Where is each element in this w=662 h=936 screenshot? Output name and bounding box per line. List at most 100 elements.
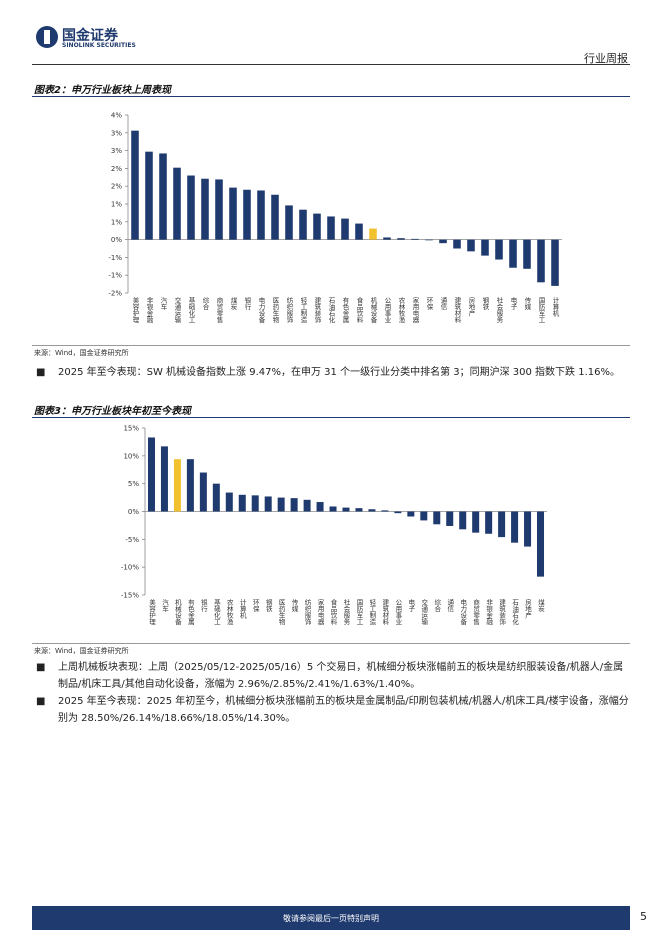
x-tick-label: 计算机 — [238, 598, 246, 620]
x-tick-label: 家用电器 — [316, 598, 324, 627]
x-tick-label: 纺织服饰 — [303, 598, 311, 627]
x-tick-label: 商贸零售 — [215, 296, 223, 325]
bar — [433, 511, 441, 525]
paragraph: 2025 年至今表现：2025 年初至今，机械细分板块涨幅前五的板块是金属制品/… — [58, 696, 629, 724]
x-tick-label: 美容护理 — [147, 598, 155, 626]
brand-en: SINOLINK SECURITIES — [62, 42, 136, 49]
bar — [243, 189, 251, 240]
bar — [446, 511, 454, 526]
figure-title: 图表3：申万行业板块年初至今表现 — [34, 406, 191, 417]
bar — [341, 218, 349, 240]
x-tick-label: 医药生物 — [271, 297, 279, 325]
y-tick-label: -2% — [108, 290, 122, 298]
figure-rule — [32, 96, 630, 97]
bar — [271, 194, 279, 240]
x-tick-label: 钢铁 — [264, 599, 272, 614]
x-tick-label: 煤炭 — [229, 296, 237, 312]
bar — [355, 223, 363, 240]
x-tick-label: 房地产 — [524, 598, 532, 620]
y-tick-label: -1% — [108, 254, 122, 262]
x-tick-label: 医药生物 — [277, 599, 285, 627]
bar — [327, 216, 335, 240]
bar — [397, 238, 405, 240]
x-tick-label: 商贸零售 — [472, 598, 480, 627]
bar — [173, 459, 181, 512]
bar — [251, 495, 259, 512]
x-tick-label: 煤炭 — [537, 598, 545, 614]
bar — [394, 511, 402, 514]
y-tick-label: 0% — [111, 236, 122, 244]
report-type: 行业周报 — [584, 52, 628, 65]
bar — [159, 153, 167, 240]
bullet: ■ — [36, 696, 46, 707]
bar — [285, 205, 293, 240]
x-tick-label: 电力设备 — [257, 296, 265, 325]
source: 来源：Wind，国金证券研究所 — [34, 349, 129, 357]
y-tick-label: 4% — [111, 112, 122, 120]
paragraph: 上周机械板块表现：上周（2025/05/12-2025/05/16）5 个交易日… — [58, 662, 624, 690]
bar — [509, 239, 517, 268]
bar — [523, 239, 531, 269]
source: 来源：Wind，国金证券研究所 — [34, 647, 129, 655]
x-tick-label: 美容护理 — [131, 296, 139, 324]
x-tick-label: 纺织服饰 — [285, 296, 293, 325]
x-tick-label: 农林牧渔 — [397, 296, 405, 325]
y-tick-label: 10% — [123, 452, 139, 460]
x-tick-label: 银行 — [199, 598, 207, 614]
bar — [524, 511, 532, 547]
x-tick-label: 交通运输 — [173, 296, 181, 325]
x-tick-label: 环保 — [425, 297, 433, 312]
bar — [329, 506, 337, 512]
page-number: 5 — [640, 910, 647, 923]
x-tick-label: 建筑装饰 — [313, 296, 321, 325]
bar — [551, 239, 559, 286]
y-tick-label: -10% — [121, 564, 139, 572]
x-tick-label: 建筑材料 — [381, 598, 389, 627]
y-tick-label: 2% — [111, 183, 122, 191]
x-tick-label: 传媒 — [523, 296, 531, 312]
y-tick-label: 3% — [111, 147, 122, 155]
bar — [495, 239, 503, 260]
bar — [257, 190, 265, 240]
figure-title: 图表2：申万行业板块上周表现 — [34, 85, 171, 96]
y-tick-label: -5% — [125, 536, 139, 544]
bar — [481, 239, 489, 256]
y-tick-label: 1% — [111, 201, 122, 209]
x-tick-label: 机械设备 — [369, 296, 377, 325]
bar — [342, 507, 350, 512]
x-tick-label: 基础化工 — [187, 296, 195, 324]
x-tick-label: 有色金属 — [186, 598, 194, 627]
y-tick-label: 15% — [123, 425, 139, 433]
x-tick-label: 建筑材料 — [453, 296, 461, 325]
bar — [160, 446, 168, 512]
x-tick-label: 电子 — [509, 296, 517, 311]
bar — [215, 179, 223, 240]
x-tick-label: 社会服务 — [495, 296, 503, 325]
x-tick-label: 机械设备 — [173, 598, 181, 627]
x-tick-label: 非银金融 — [485, 598, 493, 627]
bar — [313, 213, 321, 240]
bar — [485, 511, 493, 534]
bar — [238, 494, 246, 512]
x-tick-label: 公用事业 — [383, 297, 391, 323]
logo-icon — [36, 26, 58, 48]
bar — [453, 239, 461, 249]
bar — [369, 228, 377, 240]
bar — [264, 496, 272, 512]
bar — [186, 459, 194, 512]
x-tick-label: 综合 — [433, 598, 441, 614]
x-tick-label: 社会服务 — [342, 598, 350, 627]
x-tick-label: 轻工制造 — [368, 598, 376, 627]
bar — [407, 511, 415, 517]
x-tick-label: 交通运输 — [420, 598, 428, 627]
x-tick-label: 汽车 — [159, 296, 167, 312]
bar — [173, 167, 181, 240]
bar — [147, 437, 155, 512]
x-tick-label: 通信 — [446, 598, 454, 614]
bar — [381, 510, 389, 512]
x-tick-label: 钢铁 — [481, 297, 489, 312]
bar — [212, 483, 220, 512]
bar — [439, 239, 447, 244]
figure-rule — [32, 417, 630, 418]
